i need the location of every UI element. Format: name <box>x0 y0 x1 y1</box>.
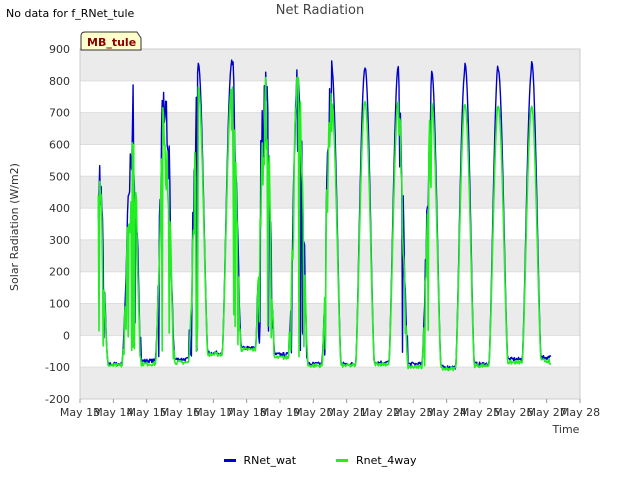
x-tick-label: May 28 <box>560 406 600 419</box>
y-axis-title: Solar Radiation (W/m2) <box>8 163 21 291</box>
legend-label-rnet-4way: Rnet_4way <box>356 454 417 467</box>
y-tick-label: 900 <box>49 43 70 56</box>
background-band <box>80 239 580 272</box>
no-data-message: No data for f_RNet_tule <box>6 7 135 20</box>
y-tick-label: 700 <box>49 107 70 120</box>
y-tick-label: 300 <box>49 234 70 247</box>
legend-swatch-rnet-4way <box>336 459 349 462</box>
chart-title: Net Radiation <box>275 3 365 18</box>
series-layer <box>97 59 552 372</box>
y-tick-label: 200 <box>49 266 70 279</box>
legend-label-rnet-wat: RNet_wat <box>243 454 297 467</box>
badge-text: MB_tule <box>87 36 136 49</box>
x-tick-label: May 25 <box>460 406 500 419</box>
background-band <box>80 49 580 81</box>
y-tick-label: 400 <box>49 202 70 215</box>
series-line-rnet-4way <box>97 76 552 372</box>
badge-shape <box>80 31 142 51</box>
y-tick-label: 100 <box>49 298 70 311</box>
background-band <box>80 367 580 399</box>
x-tick-label: May 24 <box>427 406 467 419</box>
legend-item-rnet-4way: Rnet_4way <box>336 454 416 467</box>
x-tick-label: May 21 <box>327 406 367 419</box>
legend-swatch-rnet-wat <box>223 459 236 462</box>
plot-frame <box>79 48 581 400</box>
x-tick-label: May 16 <box>160 406 200 419</box>
y-tick-label: 800 <box>49 75 70 88</box>
x-tick-label: May 18 <box>227 406 267 419</box>
x-tick-label: May 15 <box>127 406 167 419</box>
x-tick-label: May 23 <box>393 406 433 419</box>
x-axis-title: Time <box>552 423 580 436</box>
x-tick-label: May 14 <box>93 406 133 419</box>
legend: RNet_wat Rnet_4way <box>0 454 640 467</box>
y-axis-ticks: -200 -100 0 100 200 300 400 500 600 700 800 900 <box>45 43 70 406</box>
x-tick-label: May 17 <box>193 406 233 419</box>
x-tick-label: May 27 <box>527 406 567 419</box>
y-tick-label: 0 <box>63 329 70 342</box>
y-tick-label: -200 <box>45 393 70 406</box>
background-band <box>80 303 580 336</box>
x-tick-label: May 19 <box>260 406 300 419</box>
x-tick-label: May 13 <box>60 406 100 419</box>
x-tick-label: May 22 <box>360 406 400 419</box>
y-tick-label: -100 <box>45 361 70 374</box>
x-tick-label: May 26 <box>493 406 533 419</box>
background-band <box>80 176 580 209</box>
y-tick-label: 500 <box>49 170 70 183</box>
legend-item-rnet-wat: RNet_wat <box>223 454 297 467</box>
y-tick-label: 600 <box>49 138 70 151</box>
site-badge: MB_tule <box>80 31 142 51</box>
x-tick-label: May 20 <box>293 406 333 419</box>
